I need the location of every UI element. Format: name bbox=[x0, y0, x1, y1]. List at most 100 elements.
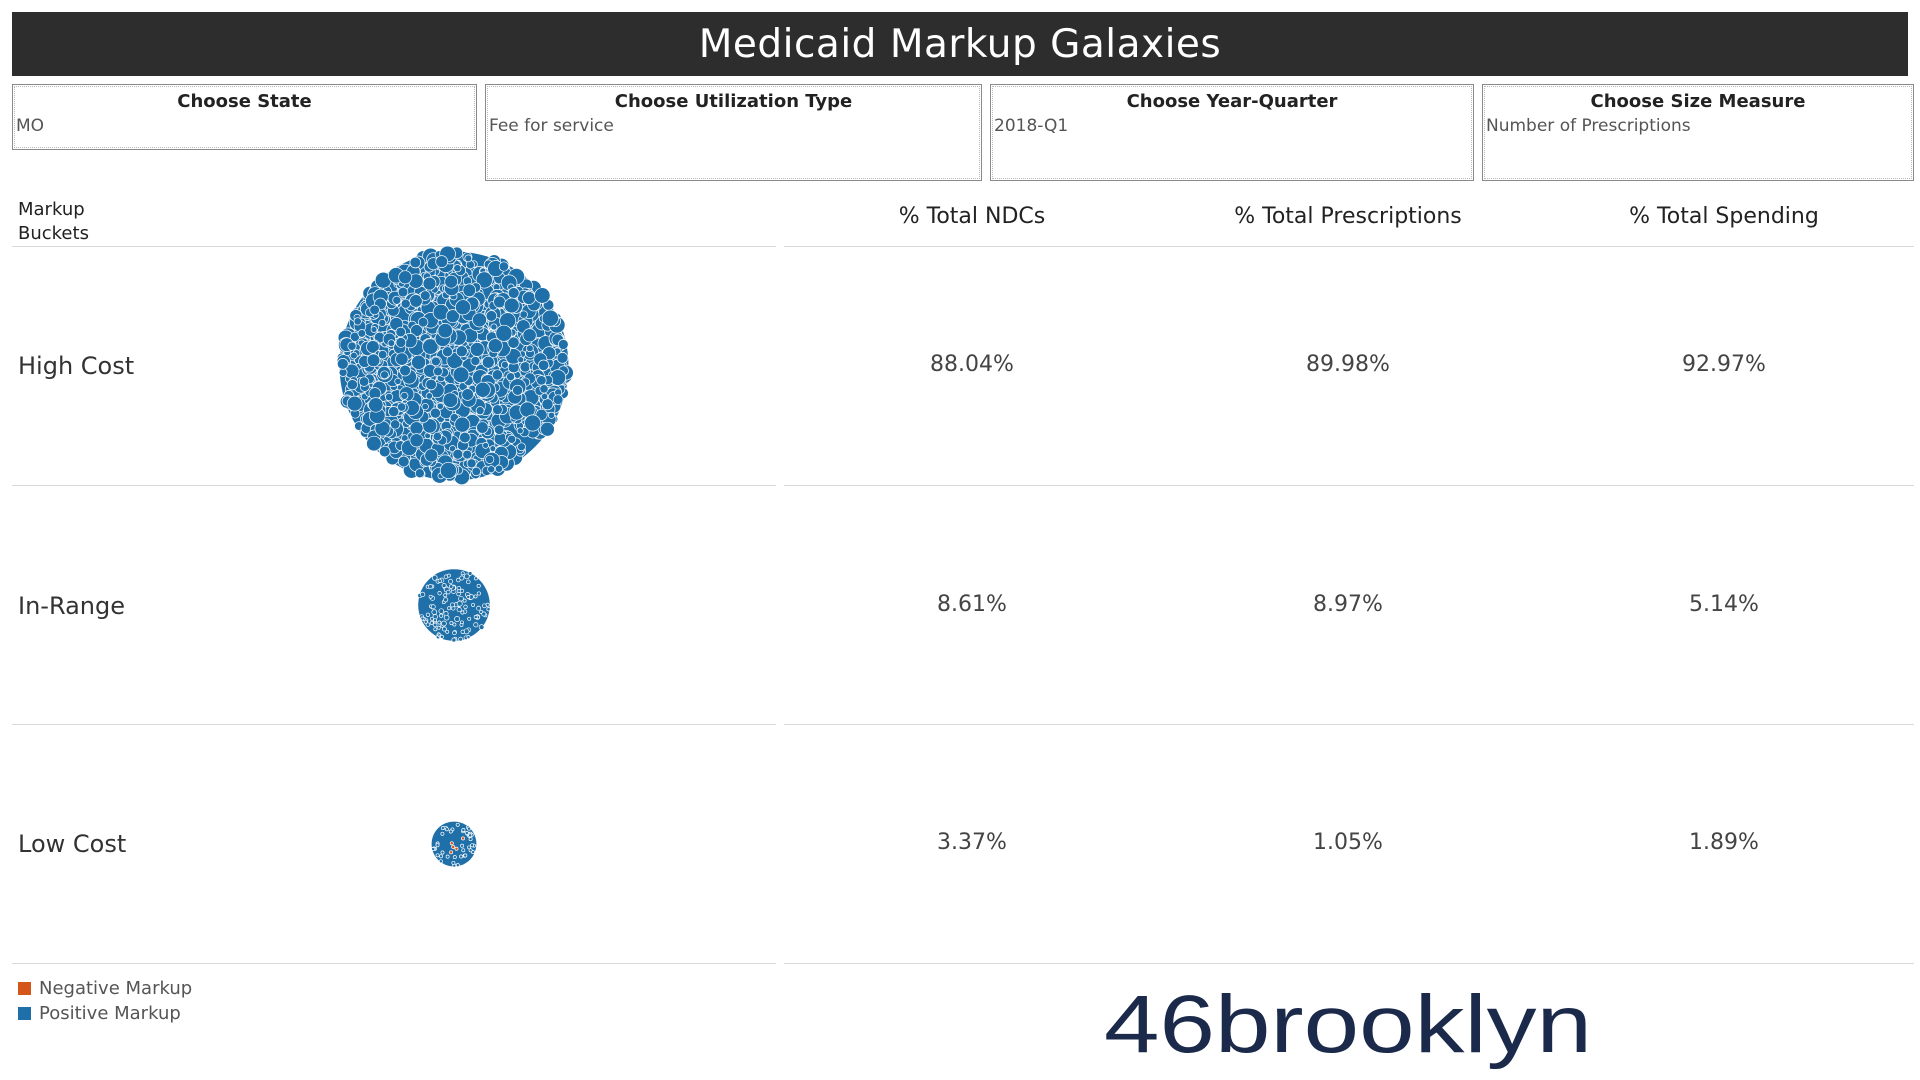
year-quarter-filter-value[interactable]: 2018-Q1 bbox=[994, 116, 1069, 136]
bubble-positive bbox=[399, 364, 411, 377]
bubble-positive bbox=[433, 366, 443, 377]
size-measure-filter-value[interactable]: Number of Prescriptions bbox=[1486, 116, 1691, 136]
col-header-prescriptions: % Total Prescriptions bbox=[1234, 204, 1462, 229]
bubble-positive bbox=[444, 827, 449, 832]
bubble-negative bbox=[449, 841, 454, 846]
bubble-positive bbox=[541, 398, 554, 411]
utilization-type-filter-value[interactable]: Fee for service bbox=[489, 116, 614, 136]
bubble-positive bbox=[557, 339, 569, 350]
bubble-positive bbox=[431, 574, 438, 581]
bubble-positive bbox=[425, 378, 437, 391]
bubble-positive bbox=[420, 290, 431, 301]
bubble-positive bbox=[534, 287, 551, 304]
bubble-positive bbox=[390, 419, 401, 430]
bubble-positive bbox=[397, 455, 410, 468]
bubble-positive bbox=[400, 391, 409, 400]
legend-item-negative[interactable]: Negative Markup bbox=[18, 976, 192, 1001]
bubble-positive bbox=[450, 602, 455, 608]
high-cost-pct-ndcs: 88.04% bbox=[930, 352, 1014, 377]
bubble-positive bbox=[470, 843, 475, 848]
markup-galaxies-chart[interactable] bbox=[0, 0, 780, 1080]
bubble-positive bbox=[435, 255, 449, 268]
bubble-positive bbox=[451, 860, 456, 865]
high-cost-pct-spending: 92.97% bbox=[1682, 352, 1766, 377]
bubble-positive bbox=[395, 352, 409, 366]
bubble-positive bbox=[442, 392, 459, 408]
bubble-positive bbox=[452, 630, 457, 636]
bubble-negative bbox=[461, 836, 465, 841]
bubble-positive bbox=[493, 295, 506, 309]
col-header-ndcs: % Total NDCs bbox=[898, 204, 1046, 229]
bubble-positive bbox=[444, 274, 459, 289]
bubble-positive bbox=[455, 299, 471, 316]
divider bbox=[784, 724, 1914, 725]
bubble-positive bbox=[437, 591, 442, 596]
bubble-positive bbox=[524, 414, 542, 432]
utilization-type-filter[interactable]: Choose Utilization Type Fee for service bbox=[485, 84, 982, 181]
bubble-positive bbox=[425, 622, 431, 627]
bubble-positive bbox=[430, 616, 434, 621]
bubble-positive bbox=[370, 326, 378, 333]
bubble-positive bbox=[350, 351, 358, 360]
size-measure-filter[interactable]: Choose Size Measure Number of Prescripti… bbox=[1482, 84, 1914, 181]
bubble-positive bbox=[455, 863, 460, 868]
bubble-positive bbox=[474, 381, 491, 398]
bubble-positive bbox=[466, 595, 471, 599]
bubble-positive bbox=[454, 416, 471, 433]
bubble-positive bbox=[440, 831, 445, 836]
bubble-positive bbox=[466, 635, 471, 640]
state-filter-value[interactable]: MO bbox=[16, 116, 45, 136]
bubble-negative bbox=[449, 850, 454, 855]
bubble-positive bbox=[394, 377, 402, 385]
legend-item-positive[interactable]: Positive Markup bbox=[18, 1001, 192, 1026]
bubble-positive bbox=[540, 421, 555, 437]
bubble-positive bbox=[445, 854, 450, 859]
bubble-positive bbox=[501, 360, 509, 369]
bubble-positive bbox=[400, 298, 411, 309]
bubble-positive bbox=[445, 309, 460, 324]
bubble-positive bbox=[347, 341, 357, 351]
low-cost-pct-prescriptions: 1.05% bbox=[1313, 830, 1383, 855]
bubble-positive bbox=[485, 602, 490, 607]
logo-text: 46brooklyn bbox=[1104, 979, 1592, 1070]
bubble-positive bbox=[481, 355, 495, 369]
state-filter[interactable]: Choose State MO bbox=[12, 84, 477, 150]
bubble-positive bbox=[464, 831, 469, 835]
bubble-positive bbox=[452, 622, 457, 627]
brand-logo: 46brooklyn bbox=[1104, 979, 1592, 1070]
bubble-positive bbox=[346, 379, 358, 391]
bubble-positive bbox=[522, 291, 536, 305]
year-quarter-filter[interactable]: Choose Year-Quarter 2018-Q1 bbox=[990, 84, 1474, 181]
bubble-positive bbox=[506, 372, 516, 382]
bubble-positive bbox=[459, 622, 464, 627]
bubble-positive bbox=[490, 323, 498, 331]
in-range-pct-ndcs: 8.61% bbox=[937, 592, 1007, 617]
in-range-pct-prescriptions: 8.97% bbox=[1313, 592, 1383, 617]
col-header-spending: % Total Spending bbox=[1629, 204, 1819, 229]
bubble-positive bbox=[462, 449, 473, 460]
divider bbox=[12, 963, 776, 964]
bubble-positive bbox=[475, 271, 493, 289]
bubble-positive bbox=[494, 464, 504, 473]
utilization-type-filter-label: Choose Utilization Type bbox=[614, 91, 853, 112]
bubble-positive bbox=[476, 605, 482, 611]
bubble-positive bbox=[443, 611, 449, 617]
bubble-positive bbox=[439, 634, 444, 639]
bubble-positive bbox=[456, 600, 463, 607]
in-range-pct-spending: 5.14% bbox=[1689, 592, 1759, 617]
divider bbox=[12, 485, 776, 486]
bubble-positive bbox=[507, 287, 520, 299]
bubble-positive bbox=[471, 466, 481, 477]
row-label-in-range: In-Range bbox=[18, 592, 126, 620]
bubble-positive bbox=[409, 421, 424, 436]
bubble-positive bbox=[423, 619, 428, 624]
bubble-positive bbox=[487, 465, 496, 474]
bubble-positive bbox=[547, 411, 556, 419]
bubble-positive bbox=[378, 445, 391, 458]
bubble-positive bbox=[519, 310, 528, 319]
bubble-positive bbox=[460, 843, 465, 848]
bubble-positive bbox=[411, 354, 427, 370]
bubble-positive bbox=[422, 338, 439, 355]
bubble-positive bbox=[424, 448, 439, 463]
bubble-positive bbox=[452, 448, 464, 460]
